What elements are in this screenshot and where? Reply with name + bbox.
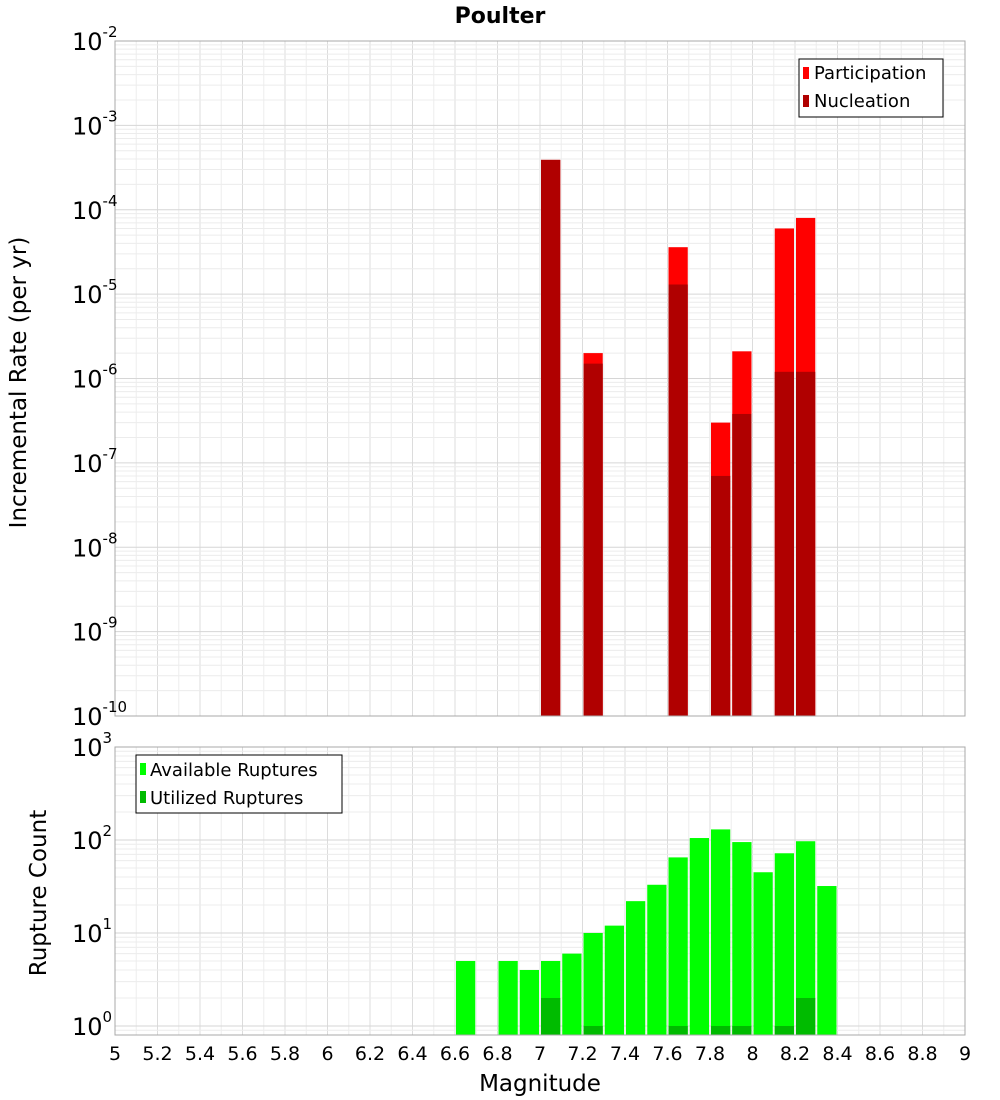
bar-available-ruptures-8.35 (817, 886, 837, 1035)
bar-nucleation-8.15 (774, 371, 794, 716)
y-tick-label: 102 (72, 822, 112, 855)
count-panel: 100 101 102 103 5 5.2 5.4 5.6 5.8 6 6.2 6.4 6.6 6.8 7… (26, 729, 971, 1097)
y-tick-label: 10-2 (72, 23, 118, 56)
legend-label-nucleation: Nucleation (814, 91, 910, 112)
x-tick-label: 5.2 (142, 1043, 172, 1065)
rate-legend-box (798, 58, 944, 118)
bar-available-ruptures-7.55 (647, 884, 667, 1035)
x-tick-label: 8 (746, 1043, 758, 1065)
x-tick-label: 7 (534, 1043, 546, 1065)
bar-utilized-ruptures-7.95 (732, 1025, 752, 1035)
bar-available-ruptures-7.15 (562, 953, 582, 1035)
x-tick-label: 6.4 (397, 1043, 427, 1065)
x-tick-label: 5.4 (185, 1043, 215, 1065)
bar-utilized-ruptures-8.25 (796, 997, 816, 1035)
x-tick-label: 8.4 (822, 1043, 852, 1065)
x-tick-label: 5.8 (270, 1043, 300, 1065)
count-y-axis-label: Rupture Count (26, 810, 52, 976)
x-tick-label: 8.8 (907, 1043, 937, 1065)
bar-nucleation-8.25 (796, 371, 816, 716)
count-plot-frame (114, 746, 966, 1036)
bar-available-ruptures-6.95 (519, 969, 539, 1035)
y-tick-label: 10-9 (72, 614, 118, 647)
x-tick-label: 8.6 (865, 1043, 895, 1065)
y-tick-label: 10-10 (72, 698, 127, 731)
legend-swatch-utilized-ruptures (140, 791, 146, 803)
bar-available-ruptures-8.15 (774, 853, 794, 1035)
x-tick-label: 7.4 (610, 1043, 640, 1065)
y-tick-label: 10-8 (72, 529, 118, 562)
legend-swatch-participation (803, 67, 809, 79)
bar-available-ruptures-6.85 (498, 960, 518, 1035)
x-tick-label: 7.2 (567, 1043, 597, 1065)
x-tick-label: 6.2 (355, 1043, 385, 1065)
y-tick-label: 10-7 (72, 445, 118, 478)
x-tick-label: 7.6 (652, 1043, 682, 1065)
x-tick-label: 7.8 (695, 1043, 725, 1065)
y-tick-label: 10-4 (72, 192, 118, 225)
x-tick-labels: 5 5.2 5.4 5.6 5.8 6 6.2 6.4 6.6 6.8 7 7.2 7.4 7.6 7.8 8… (109, 1043, 971, 1065)
bar-available-ruptures-7.35 (604, 925, 624, 1035)
y-tick-label: 101 (72, 915, 112, 948)
y-tick-label: 10-3 (72, 107, 118, 140)
x-tick-label: 6.6 (440, 1043, 470, 1065)
x-tick-label: 5.6 (227, 1043, 257, 1065)
legend-swatch-available-ruptures (140, 763, 146, 775)
x-tick-label: 9 (959, 1043, 971, 1065)
bar-available-ruptures-8.05 (753, 872, 773, 1035)
bar-available-ruptures-8.25 (796, 841, 816, 1035)
chart-title: Poulter (455, 4, 546, 29)
bar-utilized-ruptures-7.85 (711, 1025, 731, 1035)
bar-nucleation-7.95 (732, 413, 752, 716)
rate-plot-frame (114, 40, 966, 717)
bar-nucleation-7.85 (711, 475, 731, 716)
bar-available-ruptures-7.85 (711, 829, 731, 1035)
rate-bars (541, 159, 816, 717)
rate-gridlines (114, 40, 966, 717)
bar-available-ruptures-7.45 (626, 901, 646, 1035)
bar-available-ruptures-7.75 (689, 838, 709, 1035)
legend-label-utilized-ruptures: Utilized Ruptures (150, 788, 303, 809)
count-legend: Available Ruptures Utilized Ruptures (135, 754, 343, 814)
y-tick-label: 10-5 (72, 276, 118, 309)
bar-available-ruptures-7.95 (732, 842, 752, 1035)
count-bars (456, 829, 837, 1035)
legend-swatch-nucleation (803, 95, 809, 107)
x-tick-label: 6.8 (482, 1043, 512, 1065)
rate-y-axis-label: Incremental Rate (per yr) (6, 237, 32, 529)
bar-utilized-ruptures-8.15 (774, 1025, 794, 1035)
legend-label-participation: Participation (814, 63, 926, 84)
bar-utilized-ruptures-7.65 (668, 1025, 688, 1035)
bar-utilized-ruptures-7.05 (541, 997, 561, 1035)
count-y-tick-labels: 100 101 102 103 (72, 729, 112, 1041)
rate-legend: Participation Nucleation (798, 58, 944, 118)
bar-nucleation-7.25 (583, 363, 603, 716)
count-legend-box (135, 754, 343, 814)
x-axis-label: Magnitude (479, 1071, 601, 1097)
x-tick-label: 8.2 (780, 1043, 810, 1065)
bar-nucleation-7.65 (668, 284, 688, 716)
bar-available-ruptures-6.65 (456, 960, 476, 1035)
bar-utilized-ruptures-7.25 (583, 1025, 603, 1035)
rate-panel: 10-10 10-9 10-8 10-7 10-6 10-5 10-4 10-3 10-2 In… (6, 23, 966, 731)
y-tick-label: 10-6 (72, 361, 118, 394)
rate-y-tick-labels: 10-10 10-9 10-8 10-7 10-6 10-5 10-4 10-3 10-2 (72, 23, 127, 731)
x-tick-label: 5 (109, 1043, 121, 1065)
bar-available-ruptures-7.65 (668, 857, 688, 1035)
bar-available-ruptures-7.25 (583, 932, 603, 1035)
bar-nucleation-7.05 (541, 159, 561, 717)
y-tick-label: 103 (72, 729, 112, 762)
y-tick-label: 100 (72, 1008, 112, 1041)
x-tick-label: 6 (321, 1043, 333, 1065)
legend-label-available-ruptures: Available Ruptures (150, 760, 318, 781)
